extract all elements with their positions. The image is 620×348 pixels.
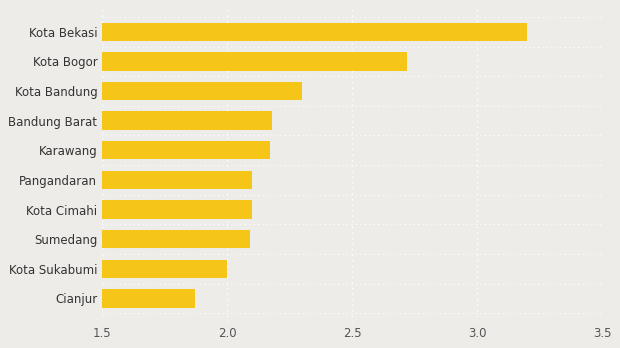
Bar — [0, 23, 528, 41]
Bar — [0, 82, 303, 100]
Bar — [0, 260, 228, 278]
Bar — [0, 200, 252, 219]
Bar — [0, 141, 270, 159]
Bar — [0, 111, 272, 130]
Bar — [0, 230, 250, 248]
Bar — [0, 171, 252, 189]
Bar — [0, 289, 195, 308]
Bar — [0, 52, 407, 71]
